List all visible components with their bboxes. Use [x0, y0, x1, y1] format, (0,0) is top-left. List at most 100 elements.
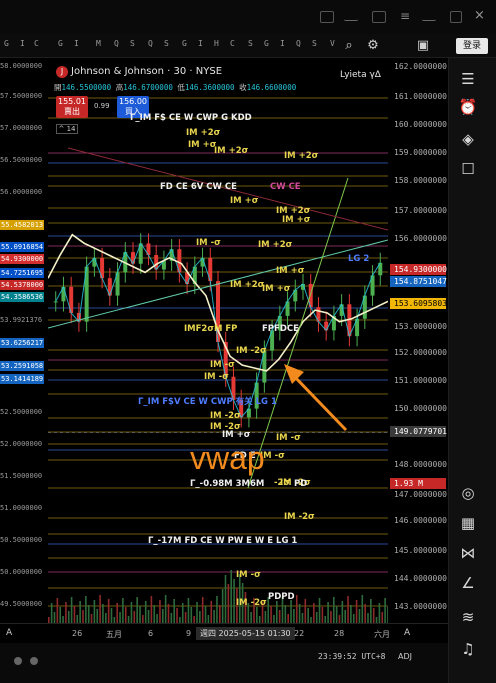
candle-body	[216, 281, 220, 342]
volume-bar	[253, 598, 255, 623]
watchlist-icon[interactable]: ☰	[461, 70, 475, 88]
volume-bar	[307, 608, 309, 623]
window-maximize-icon[interactable]	[450, 11, 462, 23]
toolbar-symbol-letter[interactable]: I	[74, 39, 79, 48]
left-price-tick: 58.0000000	[0, 62, 43, 70]
toolbar-symbol-letter[interactable]: H	[214, 39, 219, 48]
candle-body	[154, 255, 159, 270]
close-label: 收	[239, 83, 247, 92]
settings-icon[interactable]: ⚙	[367, 38, 379, 53]
volume-bar	[347, 596, 349, 623]
signal-icon[interactable]: ≋	[461, 608, 475, 626]
chat-icon[interactable]: ☐	[461, 160, 475, 178]
level-label: IM -2σ	[284, 512, 315, 522]
toolbar-symbol-letter[interactable]: Q	[296, 39, 301, 48]
trend-line	[67, 147, 388, 231]
pattern-icon[interactable]: ⋈	[460, 544, 476, 562]
left-price-tick: 57.5000000	[0, 92, 43, 100]
volume-bar	[179, 617, 181, 623]
toolbar-symbol-letter[interactable]: Q	[148, 39, 153, 48]
sell-button[interactable]: 155.01 賣出	[56, 96, 88, 118]
left-price-tick: 51.0000000	[0, 504, 43, 512]
right-price-tick: 162.0000000	[394, 62, 447, 71]
volume-bar	[352, 614, 355, 623]
volume-bar	[93, 600, 96, 623]
volume-bar	[99, 595, 101, 623]
toolbar-symbol-letter[interactable]: G	[182, 39, 187, 48]
toolbar-symbol-letter[interactable]: C	[230, 39, 235, 48]
toolbar-symbol-letter[interactable]: G	[4, 39, 9, 48]
level-label: Γ_IM F$ CE W CWP G KDD	[130, 113, 252, 123]
adj-toggle[interactable]: ADJ	[398, 652, 412, 661]
volume-bar	[48, 617, 50, 623]
volume-bar	[122, 598, 124, 623]
open-value: 146.5500000	[61, 83, 112, 92]
toolbar-symbol-letter[interactable]: S	[312, 39, 317, 48]
toolbar-symbol-letter[interactable]: G	[264, 39, 269, 48]
high-label: 高	[115, 83, 124, 92]
volume-bar	[358, 609, 361, 623]
volume-bar	[90, 614, 93, 623]
toolbar-symbol-letter[interactable]: I	[280, 39, 285, 48]
toolbar-symbol-letter[interactable]: I	[20, 39, 25, 48]
toolbar-symbol-letter[interactable]: M	[96, 39, 101, 48]
volume-bar	[310, 617, 312, 623]
bell-icon[interactable]: ♫	[461, 640, 475, 658]
level-label: IM +2σ	[284, 151, 319, 161]
camera-icon[interactable]: ▣	[416, 38, 430, 53]
toolbar-symbol-letter[interactable]: Q	[114, 39, 119, 48]
login-button[interactable]: 登录	[456, 38, 488, 54]
calendar-icon[interactable]: ▦	[460, 514, 476, 532]
toolbar-symbol-letter[interactable]: C	[34, 39, 39, 48]
toolbar-symbol-letter[interactable]: S	[248, 39, 253, 48]
crosshair-icon[interactable]: ⌕	[345, 38, 353, 53]
volume-bar	[79, 601, 81, 623]
toolbar-symbol-letter[interactable]: S	[164, 39, 169, 48]
time-axis[interactable]: A 週四 2025-05-15 01:30 A 26 五月 6 9 22 28 六月	[0, 623, 448, 643]
fib-icon[interactable]: ∠	[461, 574, 475, 592]
volume-bar	[284, 605, 287, 623]
toolbar-symbol-letter[interactable]: S	[130, 39, 135, 48]
volume-bar	[290, 600, 292, 623]
toolbar-symbol-letter[interactable]: V	[330, 39, 335, 48]
candle-body	[362, 295, 367, 319]
level-label: IM -2σ	[280, 478, 311, 488]
right-price-tick: 145.0000000	[394, 546, 447, 555]
buy-button[interactable]: 156.00 買入	[117, 96, 149, 118]
volume-bar	[264, 611, 267, 623]
chart-canvas[interactable]	[48, 58, 388, 623]
timeframe-dot-icon[interactable]	[14, 657, 22, 665]
right-price-scale[interactable]: 162.0000000 161.0000000 160.0000000 159.000…	[388, 58, 448, 623]
study-label: Lyieta γΔ	[340, 70, 381, 80]
indicator-collapse-button[interactable]: ^ 14	[56, 124, 78, 134]
target-icon[interactable]: ◎	[461, 484, 475, 502]
window-minimize-icon[interactable]	[422, 11, 436, 21]
level-label: IM +σ	[282, 215, 311, 225]
maximize-icon[interactable]	[372, 11, 386, 23]
scale-right-ctrl[interactable]: A	[404, 628, 411, 638]
volume-bar	[82, 610, 84, 623]
scale-left-ctrl[interactable]: A	[6, 628, 13, 638]
minimize-icon[interactable]	[344, 11, 358, 21]
volume-bar	[70, 597, 73, 623]
toolbar-symbol-letter[interactable]: G	[58, 39, 63, 48]
right-price-tick: 146.0000000	[394, 516, 447, 525]
volume-bar	[321, 607, 324, 623]
price-line	[55, 242, 381, 419]
volume-bar	[333, 597, 335, 623]
restore-icon[interactable]	[320, 11, 334, 23]
volume-bar	[181, 603, 184, 623]
left-price-scale[interactable]: 58.0000000 57.5000000 57.0000000 56.5000000…	[0, 58, 48, 623]
menu-icon[interactable]: ≡	[400, 9, 411, 23]
ohlc-readout: 開146.5500000 高146.6700000 低146.3600000 收…	[54, 82, 296, 93]
timeframe-dot-icon[interactable]	[30, 657, 38, 665]
annotation-arrow	[290, 372, 348, 432]
candle-body	[161, 260, 166, 270]
close-icon[interactable]: ×	[474, 8, 485, 23]
volume-bar	[233, 579, 235, 623]
alerts-icon[interactable]: ⏰	[458, 98, 478, 116]
volume-bar	[56, 598, 59, 623]
layers-icon[interactable]: ◈	[462, 130, 474, 148]
toolbar-symbol-letter[interactable]: I	[198, 39, 203, 48]
volume-bar	[221, 589, 224, 623]
